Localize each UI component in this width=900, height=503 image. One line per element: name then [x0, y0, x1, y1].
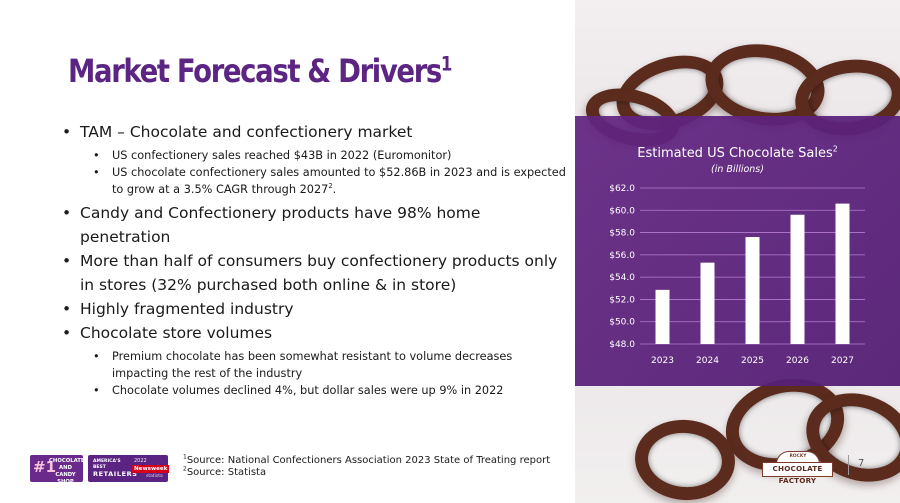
- y-tick-label: $52.0: [609, 295, 635, 305]
- bar-2025: [745, 237, 760, 344]
- award-partner: statista: [146, 474, 163, 479]
- chart-title: Estimated US Chocolate Sales2: [637, 144, 838, 161]
- y-tick-label: $56.0: [609, 251, 635, 261]
- chart-subtitle: (in Billions): [711, 164, 764, 175]
- bar-2026: [790, 214, 805, 344]
- rank-number: #1: [33, 458, 57, 476]
- award-year: 2022: [134, 458, 147, 464]
- x-tick-label: 2023: [651, 356, 674, 366]
- chart-panel: Estimated US Chocolate Sales2 (in Billio…: [575, 116, 900, 386]
- award-top-text: AMERICA'S BEST: [93, 459, 121, 470]
- page-title: Market Forecast & Drivers1: [68, 52, 452, 90]
- page-number: 7: [858, 458, 865, 469]
- footnote-1: 1Source: National Confectioners Associat…: [183, 453, 551, 466]
- sub-bullet-item: Premium chocolate has been somewhat resi…: [62, 348, 567, 382]
- footer-divider: [848, 455, 849, 475]
- footnote-2: 2Source: Statista: [183, 465, 267, 478]
- bar-2027: [835, 203, 850, 344]
- x-tick-label: 2024: [696, 356, 719, 366]
- company-logo: ROCKY MOUNTAIN CHOCOLATE FACTORY: [760, 451, 835, 485]
- y-tick-label: $54.0: [609, 273, 635, 283]
- sub-bullet-item: US confectionery sales reached $43B in 2…: [62, 147, 567, 164]
- award-main-text: RETAILERS: [93, 470, 138, 478]
- bullet-item: Candy and Confectionery products have 98…: [62, 201, 567, 249]
- bar-2024: [700, 262, 715, 344]
- sub-bullet-item: US chocolate confectionery sales amounte…: [62, 164, 567, 198]
- rank-badge: #1 CHOCOLATE AND CANDY SHOP: [30, 455, 85, 485]
- logo-main-text: CHOCOLATE FACTORY: [762, 462, 833, 485]
- sub-bullet-item: Chocolate volumes declined 4%, but dolla…: [62, 382, 567, 399]
- bullet-item: Highly fragmented industry: [62, 297, 567, 321]
- x-tick-label: 2025: [741, 356, 764, 366]
- rank-text: CHOCOLATE AND CANDY SHOP: [49, 458, 85, 485]
- bullet-list: TAM – Chocolate and confectionery market…: [62, 120, 567, 399]
- bullet-item: TAM – Chocolate and confectionery market: [62, 120, 567, 144]
- y-tick-label: $50.0: [609, 318, 635, 328]
- x-tick-label: 2026: [786, 356, 809, 366]
- award-badge: AMERICA'S BEST RETAILERS 2022 Newsweek s…: [88, 455, 170, 482]
- bar-chart: $48.0 $50.0 $52.0 $54.0 $56.0 $58.0 $60.0 $62.0…: [609, 184, 865, 366]
- award-brand: Newsweek: [132, 465, 170, 473]
- bullet-item: More than half of consumers buy confecti…: [62, 249, 567, 297]
- x-tick-label: 2027: [831, 356, 854, 366]
- bullet-item: Chocolate store volumes: [62, 321, 567, 345]
- y-tick-label: $48.0: [609, 340, 635, 350]
- y-tick-label: $60.0: [609, 206, 635, 216]
- y-tick-label: $62.0: [609, 184, 635, 194]
- y-tick-label: $58.0: [609, 229, 635, 239]
- footnote-sources: 1Source: National Confectioners Associat…: [183, 453, 551, 479]
- bar-2023: [655, 289, 670, 344]
- pretzel-image: [631, 415, 739, 503]
